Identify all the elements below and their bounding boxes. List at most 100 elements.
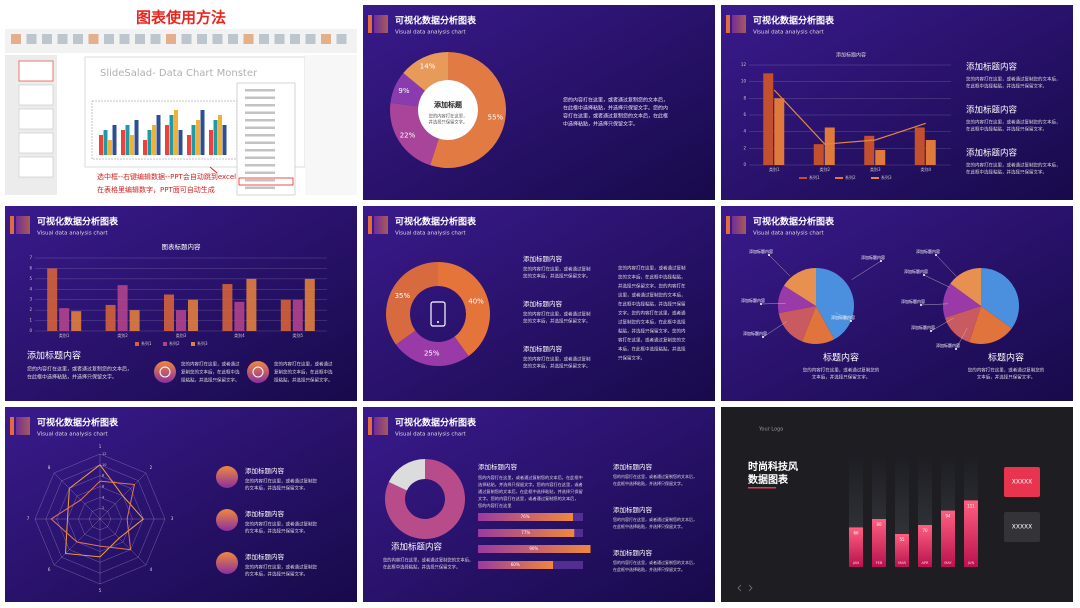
callout-label: 添加标题内容 [904,268,928,274]
bar [156,115,161,155]
radar-series [50,480,136,551]
item-heading: 添加标题内容 [245,552,285,561]
callout-label: 添加标题内容 [916,248,940,254]
x-tick-label: 类别3 [870,166,881,172]
radar-ring [88,507,112,531]
r-tick-label: 4 [102,495,105,499]
toolbar-icon [212,34,223,44]
menu-item [245,89,275,92]
toolbar-icon [104,34,114,44]
slide-title: 可视化数据分析图表 [395,15,477,27]
phone-icon [430,301,446,327]
value-label: 14% [420,63,436,71]
text-line: 择粘贴，并选择只保留文字。 [274,377,333,384]
bar [872,519,886,567]
y-tick-label: 8 [743,95,746,100]
slide-subtitle: Visual data analysis chart [395,432,466,438]
text-line: 您的内容打在这里，或者通过复制您的 [803,367,880,374]
text-line: 您的内容打在这里，或者通过 [181,361,240,368]
text-line: 您的内容打在这里，或者通过复制您 [245,521,317,528]
progress-label: 77% [521,530,530,535]
text-line: 择粘贴，并选择只保留文字。 [181,377,240,384]
menu-item [245,126,275,129]
context-menu [236,82,296,196]
text-line: 您的内容打在这里，或者通过复制您的文本后， [27,366,132,373]
bar [875,150,886,165]
text-line: 文字。您的内容打在这里，或者通过复制您的文本后， [478,495,579,502]
legend-label: 系列1 [141,340,152,346]
slide-title: 可视化数据分析图表 [753,216,835,228]
header-stripe [368,15,372,33]
menu-item [245,134,275,137]
menu-item [245,179,275,182]
y-tick-label: 0 [29,328,32,333]
y-tick-label: 4 [29,286,32,291]
callout-dot [850,320,852,322]
text-line: 在此框中选择粘贴，并选择只保留文字。您的内 [563,105,668,112]
toolbar-icon [88,34,99,44]
text-line: 选择粘贴，并选择只保留文字。您的内容打在这里，或者 [478,481,583,488]
callout-dot [923,274,925,276]
menu-item [245,104,275,107]
text-line: 通过复制您的文本后，在此框中选择粘贴，并选择只保留 [478,488,583,495]
item-heading: 添加标题内容 [245,466,285,475]
text-line: 并选择只保留文字。您的内容打在 [618,283,686,290]
donut-segment [403,52,448,91]
toolbar-icon [321,34,331,44]
box-label: XXXXX [1012,479,1033,486]
y-tick-label: 1 [29,318,32,323]
value-label: 66 [853,530,859,535]
r-tick-label: 12 [102,452,106,456]
donut-segment [395,330,469,366]
toolbar-icon [166,34,176,44]
text-line: 在此框中选择粘贴，并选择只保留 [618,301,686,308]
radar-axis [99,518,147,566]
header-stripe [10,216,14,234]
center-title: 添加标题 [434,100,463,109]
axis-label: 7 [27,516,30,521]
donut-segment [778,306,816,342]
header-stripe [368,417,372,435]
item-heading: 添加标题内容 [245,509,285,518]
donut-segment [390,73,425,107]
legend-label: 系列2 [845,174,856,180]
bar [164,294,174,331]
text-line: 您的内容打在这里，或者通过复制 [523,356,591,363]
thumbnail [18,132,54,154]
legend-swatch [163,342,167,346]
slide-title: SlideSalad- Data Chart Monster [100,68,258,79]
toolbar-icon [274,34,285,44]
text-line: 粘贴，并选择只保留文字。您的内 [618,328,686,335]
bar [191,125,196,155]
bar [763,73,774,165]
bar [234,301,245,331]
progress-bar [478,561,553,569]
toolbar-icon [135,34,145,44]
bar [246,278,257,331]
x-tick-label: 类别2 [819,166,830,172]
toolbar-icon [57,34,68,44]
text-line: 只保留文字。 [618,355,645,362]
item-heading: 添加标题内容 [523,254,563,263]
text-line: 数据图表 [748,473,789,486]
bar [864,135,875,165]
text-line: 本后，在此框中选择粘贴，并选择 [618,346,686,353]
value-label: 111 [967,503,975,508]
bar [59,308,70,331]
item-heading: 添加标题内容 [613,462,653,471]
x-tick-label: JAN [852,561,859,565]
tile-bg [363,407,715,602]
y-tick-label: 6 [743,112,746,117]
donut-segment [816,268,854,340]
r-tick-label: 8 [102,474,104,478]
x-tick-label: 类别2 [117,332,128,338]
donut-segment [388,459,425,491]
text-line: 这里，或者通过复制您的文本后， [618,292,686,299]
bar [292,299,303,331]
bar [147,130,152,155]
title-underline [748,487,776,489]
bar [774,98,785,165]
donut-segment [386,262,438,345]
toolbar-icon [181,34,192,44]
